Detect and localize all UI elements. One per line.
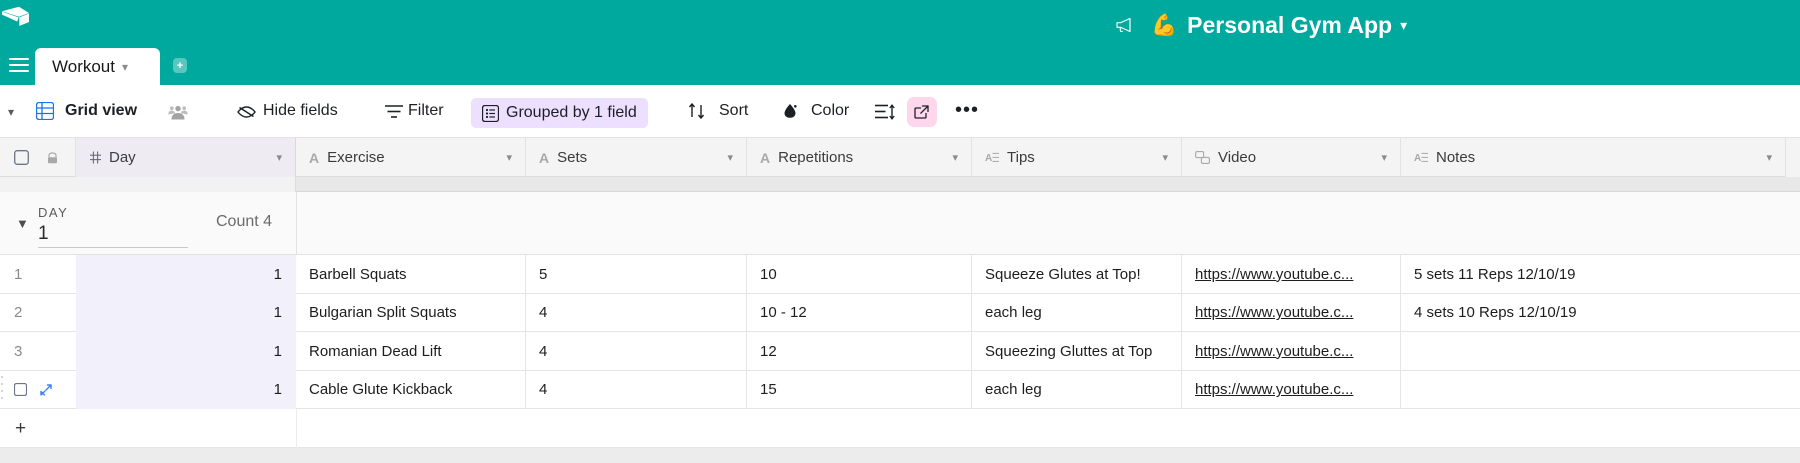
svg-text:A: A xyxy=(985,153,992,164)
svg-text:A: A xyxy=(1414,153,1421,164)
